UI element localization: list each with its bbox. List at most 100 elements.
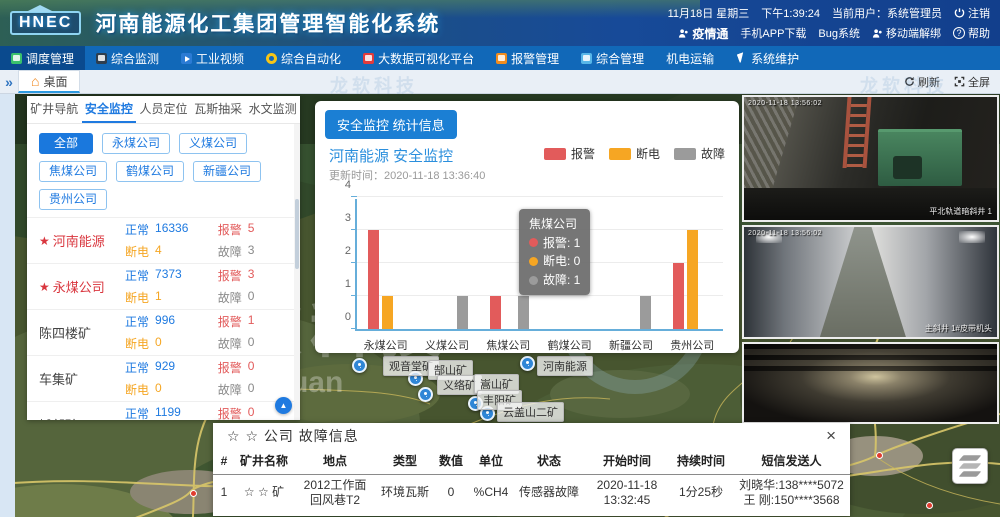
nav-integrated-management[interactable]: 综合管理	[570, 46, 655, 70]
legend-item[interactable]: 断电	[608, 145, 660, 162]
cell-mine-name: ☆ ☆ 矿	[243, 485, 285, 499]
nav-industrial-video[interactable]: 工业视频	[170, 46, 255, 70]
panel-scrollbar[interactable]	[294, 124, 300, 420]
tab-hydrology-monitoring[interactable]: 水文监测	[248, 102, 297, 116]
column-header: 持续时间	[669, 448, 733, 475]
bar-报警[interactable]	[490, 296, 501, 329]
nav-dispatch-management[interactable]: 调度管理	[0, 46, 86, 70]
bar-报警[interactable]	[368, 230, 379, 329]
bar-slot	[490, 199, 501, 329]
filter-all[interactable]: 全部	[39, 133, 94, 154]
map-marker-red[interactable]	[926, 502, 933, 509]
stat-label: 故障	[217, 383, 242, 397]
map-pin[interactable]	[352, 358, 367, 373]
link-app-download[interactable]: 手机APP下载	[740, 28, 807, 40]
camera-image	[819, 227, 906, 337]
fault-panel-title: ☆ ☆ 公司 故障信息	[227, 427, 359, 444]
column-header: 短信发送人	[733, 448, 850, 475]
map-marker-red[interactable]	[876, 452, 883, 459]
layers-icon	[958, 471, 982, 477]
column-header: 类型	[377, 448, 433, 475]
chart-icon	[363, 52, 375, 64]
tab-personnel-location[interactable]: 人员定位	[139, 102, 188, 116]
map-pin[interactable]	[418, 387, 433, 402]
map-label-mine[interactable]: 云盖山二矿	[497, 402, 564, 422]
company-row[interactable]: ★ 永煤公司 正常 7373 报警 3 断电 1 故障 0	[27, 263, 300, 309]
company-row[interactable]: 车集矿 正常 929 报警 0 断电 0 故障 0	[27, 355, 300, 401]
filter-guizhou[interactable]: 贵州公司	[39, 189, 108, 210]
scrollbar-thumb[interactable]	[295, 199, 299, 269]
camera-feed[interactable]: 2020-11-18 13:56:02 平北轨道暗斜井 1	[742, 95, 999, 222]
map-label-company[interactable]: 河南能源	[537, 356, 593, 376]
legend-item[interactable]: 故障	[673, 145, 725, 162]
y-axis-tick-label: 1	[344, 278, 351, 290]
bar-group	[601, 199, 662, 329]
bar-断电[interactable]	[687, 230, 698, 329]
map-label-mine[interactable]: 观音堂矿	[383, 356, 439, 376]
camera-feed-panel: 2020-11-18 13:56:02 平北轨道暗斜井 1 2020-11-18…	[742, 95, 999, 424]
legend-label: 断电	[635, 147, 660, 161]
map-label-mine[interactable]: 义络矿	[437, 375, 482, 395]
bar-故障[interactable]	[457, 296, 468, 329]
stat-label: 正常	[125, 361, 150, 375]
tab-gas-extraction[interactable]: 瓦斯抽采	[194, 102, 243, 116]
table-row[interactable]: 1 ☆ ☆ 矿 2012工作面 回风巷T2 环境瓦斯 0 %CH4 传感器故障 …	[213, 474, 850, 511]
company-row[interactable]: 陈四楼矿 正常 996 报警 1 断电 0 故障 0	[27, 309, 300, 355]
stat-value: 3	[247, 267, 255, 281]
camera-feed[interactable]	[742, 342, 999, 424]
collapse-sidebar-button[interactable]: »	[5, 73, 13, 90]
stat-label: 报警	[217, 407, 242, 420]
map-layers-control[interactable]	[952, 448, 988, 484]
bar-断电[interactable]	[382, 296, 393, 329]
stat-label: 断电	[125, 245, 150, 259]
nav-bigdata-platform[interactable]: 大数据可视化平台	[352, 46, 485, 70]
bar-故障[interactable]	[640, 296, 651, 329]
y-axis-tick-label: 0	[344, 311, 351, 323]
link-help[interactable]: ? 帮助	[953, 25, 990, 41]
filter-yimei[interactable]: 义煤公司	[179, 133, 248, 154]
nav-integrated-automation[interactable]: 综合自动化	[255, 46, 352, 70]
refresh-button[interactable]: 刷新	[904, 74, 940, 90]
stats-badge[interactable]: 安全监控 统计信息	[325, 110, 457, 139]
nav-electromechanical-transport[interactable]: 机电运输	[666, 51, 715, 66]
company-row[interactable]: ★ 河南能源 正常 16336 报警 5 断电 4 故障 3	[27, 217, 300, 263]
filter-jiaomei[interactable]: 焦煤公司	[39, 161, 108, 182]
bar-slot	[457, 199, 468, 329]
column-header: 单位	[469, 448, 513, 475]
bar-故障[interactable]	[518, 296, 529, 329]
legend-item[interactable]: 报警	[543, 145, 595, 162]
x-axis-label: 永煤公司	[363, 340, 408, 352]
nav-integrated-monitoring[interactable]: 综合监测	[85, 46, 170, 70]
link-bug-system[interactable]: Bug系统	[818, 28, 860, 40]
stat-label: 故障	[217, 337, 242, 351]
nav-system-maintenance[interactable]: 系统维护	[725, 46, 810, 70]
map-pin[interactable]	[520, 356, 535, 371]
star-icon: ★	[39, 279, 50, 294]
tab-safety-monitoring[interactable]: 安全监控	[81, 96, 137, 123]
tab-mine-navigation[interactable]: 矿井导航	[30, 102, 79, 116]
x-axis-labels: 永煤公司 义煤公司 焦煤公司 鹤煤公司 新疆公司 贵州公司	[355, 337, 723, 353]
alarm-icon	[496, 52, 508, 64]
link-epidemic[interactable]: 疫情通	[678, 25, 728, 42]
filter-xinjiang[interactable]: 新疆公司	[193, 161, 262, 182]
tab-desktop[interactable]: ⌂ 桌面	[18, 70, 81, 93]
safety-stats-panel: 安全监控 统计信息 河南能源 安全监控 更新时间：2020-11-18 13:3…	[315, 101, 739, 353]
bar-报警[interactable]	[673, 263, 684, 329]
fullscreen-button[interactable]: 全屏	[954, 74, 990, 90]
scroll-up-button[interactable]: ▲	[275, 397, 292, 414]
table-header-row: # 矿井名称 地点 类型 数值 单位 状态 开始时间 持续时间 短信发送人	[213, 448, 850, 475]
stat-value: 1	[155, 289, 162, 303]
nav-alarm-management[interactable]: 报警管理	[485, 46, 570, 70]
close-icon[interactable]: ×	[826, 426, 836, 445]
filter-hemei[interactable]: 鹤煤公司	[116, 161, 185, 182]
link-mobile-unbind[interactable]: 移动端解绑	[872, 25, 941, 41]
bar-slot	[687, 199, 698, 329]
map-marker-red[interactable]	[190, 490, 197, 497]
filter-yongmei[interactable]: 永煤公司	[102, 133, 171, 154]
person-icon	[679, 28, 689, 38]
legend-label: 报警	[570, 147, 595, 161]
gear-icon	[266, 52, 278, 64]
camera-feed[interactable]: 2020-11-18 13:56:02 主斜井 1#皮带机头	[742, 225, 999, 339]
logout-button[interactable]: 注销	[954, 5, 990, 21]
